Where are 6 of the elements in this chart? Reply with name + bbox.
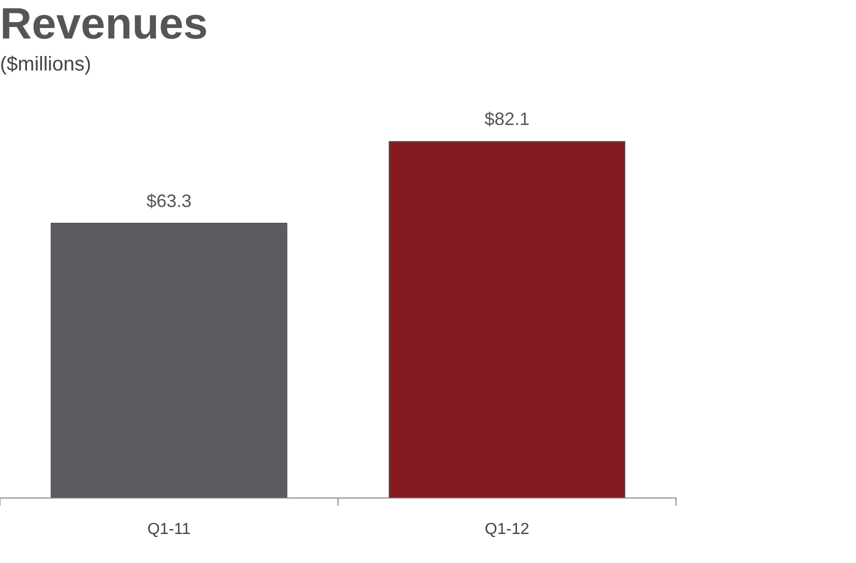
chart-title: Revenues xyxy=(0,0,208,49)
x-tick-label: Q1-12 xyxy=(484,520,530,538)
chart-subtitle: ($millions) xyxy=(0,53,92,76)
x-tick-label: Q1-11 xyxy=(147,520,191,538)
data-label: $63.3 xyxy=(146,190,192,211)
data-label: $82.1 xyxy=(484,109,530,130)
